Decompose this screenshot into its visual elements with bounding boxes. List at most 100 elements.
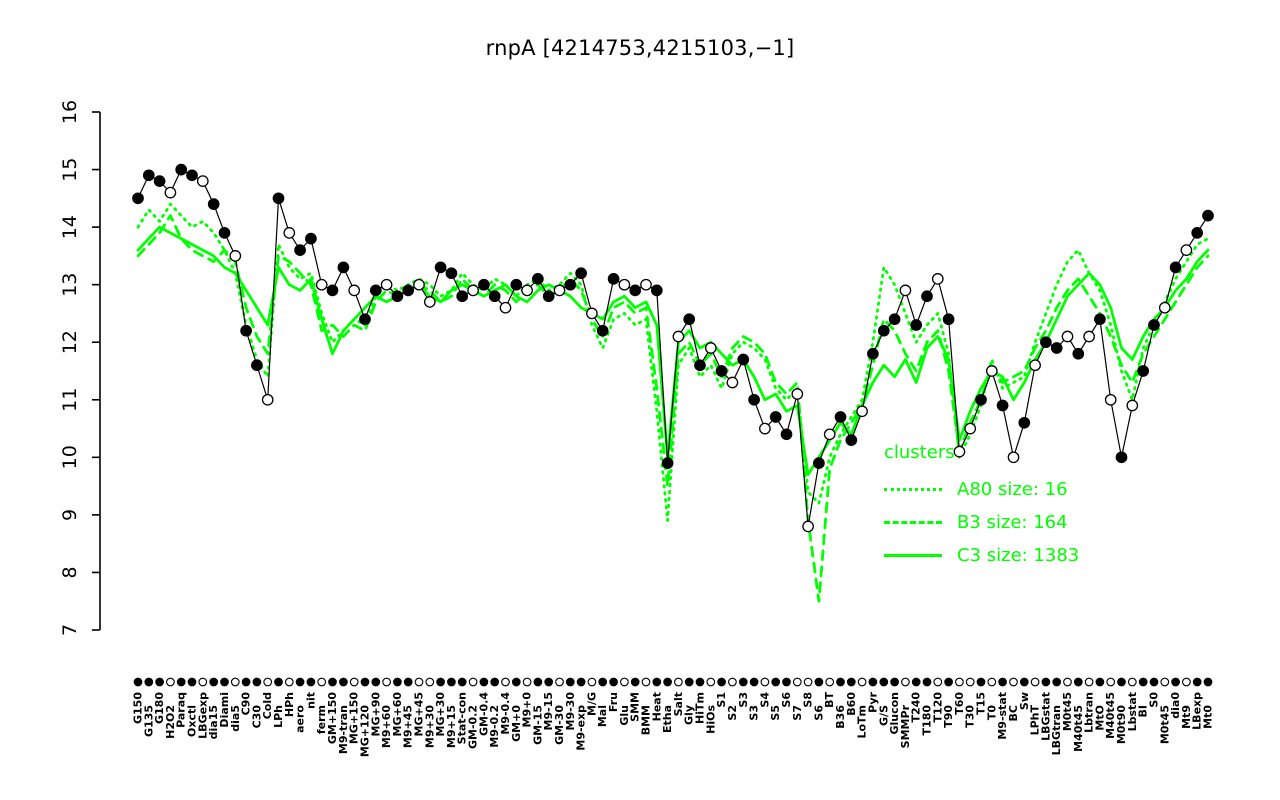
data-point — [931, 273, 944, 285]
condition-symbol — [1106, 677, 1116, 687]
data-point — [542, 290, 555, 303]
plot-title: rnpA [4214753,4215103,−1] — [485, 36, 795, 60]
x-tick-label: M9+15 — [445, 705, 458, 748]
condition-symbol — [1149, 677, 1159, 687]
x-tick-label: T0 — [985, 705, 998, 721]
x-tick-label: LPh — [272, 705, 285, 728]
condition-symbol — [965, 677, 975, 687]
condition-symbol — [209, 677, 219, 687]
data-point — [1050, 342, 1063, 354]
x-tick-label: Paraq — [175, 692, 188, 728]
data-point — [586, 307, 598, 320]
data-point — [759, 422, 771, 435]
x-tick-label: M9-15 — [542, 692, 555, 730]
data-point — [564, 278, 577, 291]
x-tick-label: S4 — [758, 692, 771, 708]
x-tick-label: MG+60 — [391, 692, 404, 737]
condition-symbol — [933, 677, 943, 687]
data-point — [996, 399, 1009, 412]
condition-symbol — [555, 677, 564, 687]
data-point — [1061, 330, 1074, 343]
x-tick-label: Heat — [650, 692, 663, 721]
data-point — [207, 198, 220, 210]
condition-symbol — [1171, 677, 1180, 687]
condition-symbol — [220, 677, 229, 687]
condition-symbol — [771, 677, 781, 687]
series-line-gene-profile — [137, 169, 1209, 528]
legend-label-b3: B3 size: 164 — [957, 512, 1068, 533]
data-point — [1072, 347, 1085, 360]
data-point — [175, 163, 188, 176]
x-tick-label: G150 — [132, 692, 145, 724]
data-point — [218, 227, 231, 239]
x-tick-label: S6 — [812, 705, 825, 721]
data-point — [294, 244, 306, 256]
condition-symbol — [447, 677, 456, 687]
legend-sample-dashed-line — [884, 521, 942, 524]
x-tick-label: Glu — [618, 705, 631, 726]
data-point — [953, 445, 966, 458]
x-tick-label: T30 — [964, 705, 977, 728]
condition-symbol — [955, 677, 964, 687]
condition-symbol — [652, 677, 662, 687]
condition-symbol — [360, 677, 370, 687]
x-tick-label: nit — [304, 692, 317, 709]
condition-symbol — [1019, 677, 1029, 687]
data-point — [1191, 227, 1204, 239]
y-tick-label: 14 — [59, 215, 81, 239]
data-point — [521, 284, 533, 297]
legend-label-a80: A80 size: 16 — [957, 479, 1068, 500]
data-point — [369, 284, 382, 297]
condition-symbol — [792, 677, 802, 687]
condition-symbol — [457, 677, 467, 687]
data-point — [1083, 330, 1095, 343]
x-tick-label: S7 — [791, 705, 804, 721]
data-point — [802, 520, 814, 533]
condition-symbol — [684, 677, 694, 687]
x-tick-label: Lbtran — [1083, 692, 1096, 733]
data-point — [737, 353, 750, 366]
data-point — [1007, 451, 1020, 464]
data-point — [337, 261, 350, 274]
data-point — [132, 192, 144, 205]
condition-symbol — [241, 677, 251, 687]
x-tick-label: MG+120 — [359, 705, 372, 757]
data-point — [1104, 393, 1117, 406]
x-tick-label: BI — [1137, 705, 1150, 717]
data-point — [856, 405, 868, 418]
condition-symbol — [155, 677, 164, 687]
data-point — [261, 393, 274, 406]
data-point — [402, 284, 415, 297]
condition-symbol — [825, 677, 835, 687]
x-tick-label: Pyr — [866, 691, 879, 712]
data-point — [607, 273, 620, 285]
data-point — [1094, 313, 1106, 326]
data-point — [229, 250, 242, 262]
data-point — [240, 324, 252, 337]
x-tick-label: LPhT — [1029, 705, 1042, 736]
x-tick-label: B36 — [834, 705, 847, 729]
x-tick-label: T120 — [931, 692, 944, 723]
x-tick-label: SMMPr — [899, 704, 912, 748]
condition-symbol — [609, 677, 618, 687]
data-point — [153, 175, 166, 187]
data-point — [823, 428, 836, 441]
data-point — [715, 365, 728, 377]
condition-symbol — [252, 677, 262, 687]
condition-symbol — [576, 677, 586, 687]
data-point — [813, 457, 825, 469]
condition-symbol — [339, 677, 348, 687]
x-tick-label: Mt9 — [1180, 705, 1193, 729]
condition-symbol — [598, 677, 608, 687]
condition-symbol — [144, 677, 154, 687]
condition-symbol — [306, 677, 316, 687]
condition-symbol — [522, 677, 532, 687]
y-tick-label: 7 — [59, 624, 81, 636]
condition-symbol — [1160, 677, 1170, 687]
condition-symbol — [890, 677, 899, 687]
x-tick-label: dia5 — [229, 705, 242, 732]
data-point — [1018, 416, 1031, 429]
condition-symbol — [166, 677, 175, 687]
data-point — [704, 342, 717, 354]
x-tick-label: ferm — [315, 705, 328, 734]
